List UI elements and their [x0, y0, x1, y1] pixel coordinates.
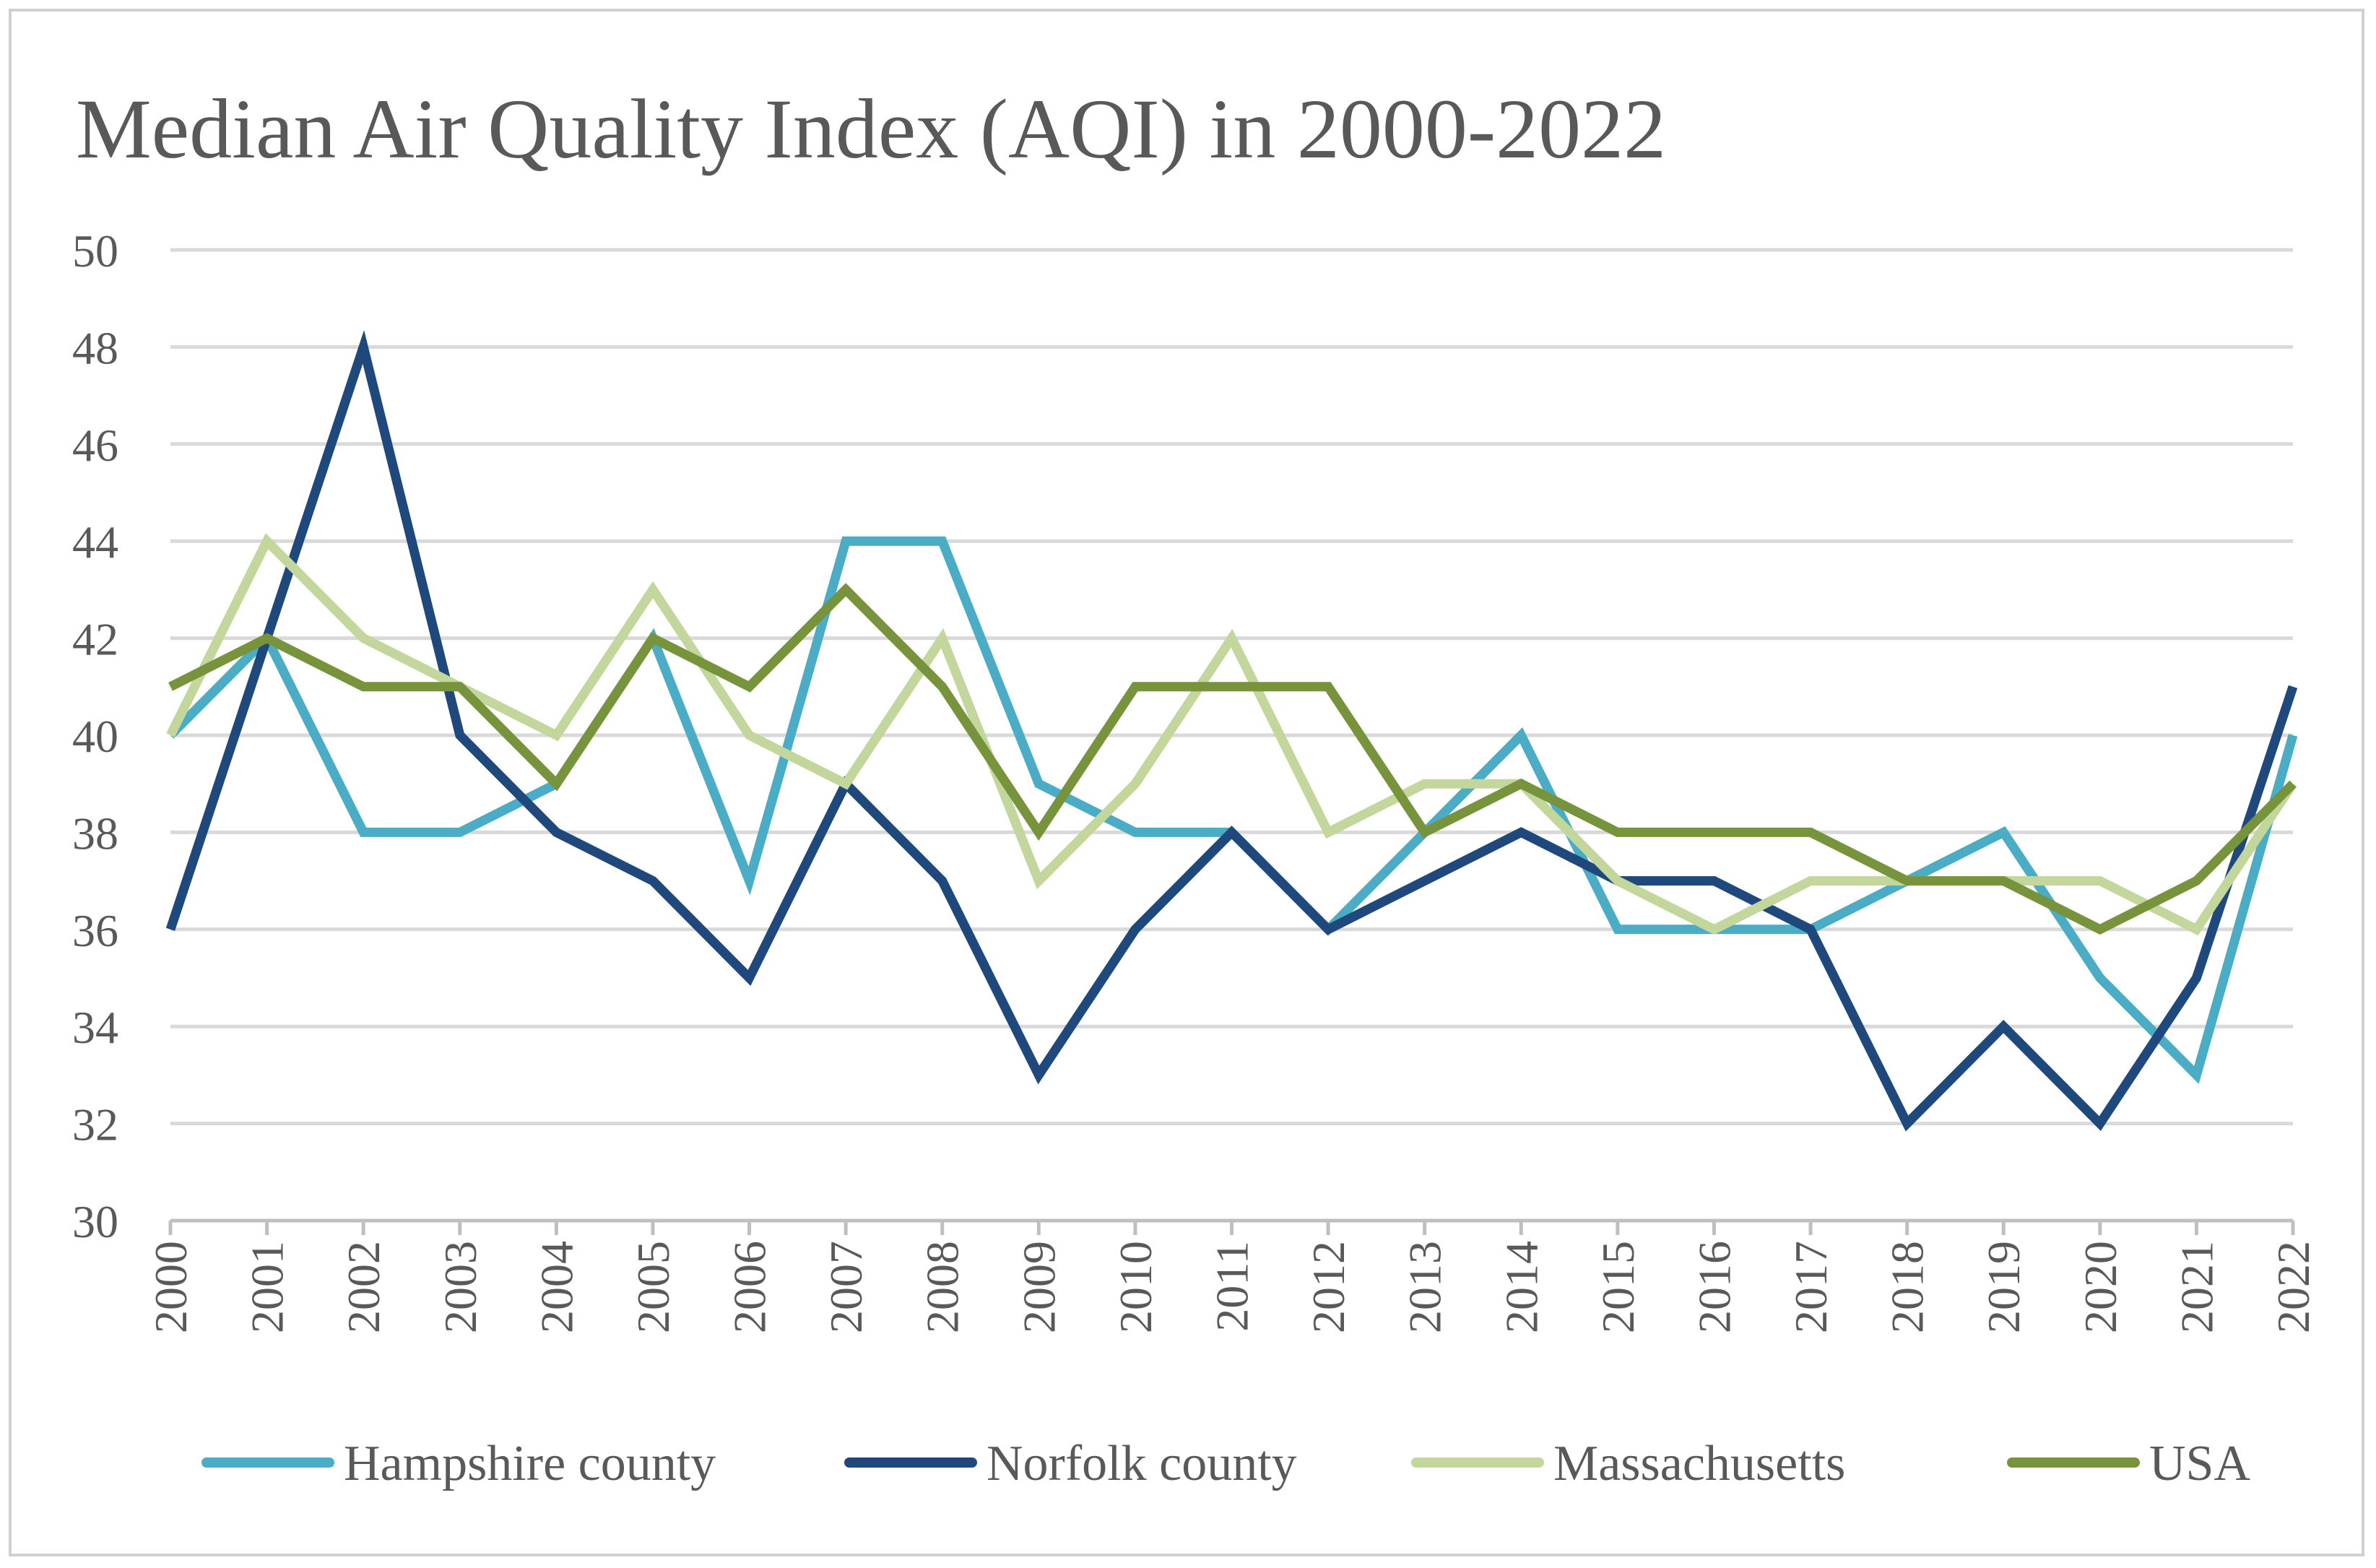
x-tick-label: 2002	[338, 1241, 389, 1333]
y-tick-label: 46	[72, 420, 118, 471]
x-tick-label: 2010	[1110, 1241, 1161, 1333]
x-tick-label: 2011	[1207, 1241, 1258, 1332]
x-tick-label: 2009	[1013, 1241, 1065, 1333]
x-tick-label: 2018	[1882, 1241, 1933, 1333]
legend: Hampshire county Norfolk county Massachuse…	[201, 1436, 2250, 1491]
x-tick-label: 2021	[2171, 1241, 2222, 1333]
x-tick-label: 2006	[724, 1241, 776, 1333]
legend-label-norfolk-county: Norfolk county	[987, 1436, 1297, 1491]
x-tick-label: 2015	[1592, 1241, 1644, 1333]
y-tick-label: 32	[72, 1099, 118, 1151]
series-line-norfolk-county	[165, 330, 2298, 1132]
x-tick-label: 2019	[1978, 1241, 2029, 1333]
y-tick-label: 44	[72, 516, 118, 568]
legend-label-usa: USA	[2149, 1436, 2250, 1491]
gridlines	[170, 248, 2293, 1223]
x-tick-label: 2013	[1400, 1241, 1451, 1333]
x-tick-label: 2020	[2075, 1241, 2126, 1333]
y-tick-label: 50	[72, 225, 118, 277]
x-tick-label: 2017	[1785, 1241, 1837, 1333]
y-tick-label: 42	[72, 614, 118, 665]
x-tick-label: 2004	[531, 1241, 582, 1333]
x-tick-label: 2014	[1496, 1241, 1547, 1333]
line-chart: Median Air Quality Index (AQI) in 2000-2…	[72, 82, 2319, 1491]
series-line-hampshire-county	[167, 536, 2298, 1084]
y-tick-label: 36	[72, 905, 118, 956]
chart-title: Median Air Quality Index (AQI) in 2000-2…	[76, 82, 1666, 176]
x-tick-label: 2008	[917, 1241, 968, 1333]
legend-label-hampshire-county: Hampshire county	[344, 1436, 716, 1491]
x-tick-label: 2022	[2268, 1241, 2319, 1333]
y-tick-label: 34	[72, 1002, 118, 1053]
x-tick-label: 2001	[242, 1241, 293, 1333]
y-tick-label: 38	[72, 807, 118, 859]
chart-frame: Median Air Quality Index (AQI) in 2000-2…	[9, 9, 2364, 1556]
series-line-usa	[168, 583, 2297, 935]
x-tick-label: 2012	[1303, 1241, 1354, 1333]
y-tick-label: 48	[72, 322, 118, 373]
legend-label-massachusetts: Massachusetts	[1553, 1436, 1845, 1491]
x-axis-ticks: 2000 2001 2002 2003 2004 2005 2006 2007 2008 2009…	[145, 1221, 2319, 1333]
y-tick-label: 30	[72, 1196, 118, 1247]
x-tick-label: 2007	[820, 1241, 872, 1333]
x-tick-label: 2003	[435, 1241, 486, 1333]
x-tick-label: 2000	[145, 1241, 196, 1333]
y-tick-label: 40	[72, 711, 118, 762]
x-tick-label: 2005	[628, 1241, 679, 1333]
y-axis-ticks: 30 32 34 36 38 40 42 44 46 48 50	[72, 225, 118, 1247]
x-tick-label: 2016	[1688, 1241, 1740, 1333]
series-lines	[165, 330, 2298, 1132]
